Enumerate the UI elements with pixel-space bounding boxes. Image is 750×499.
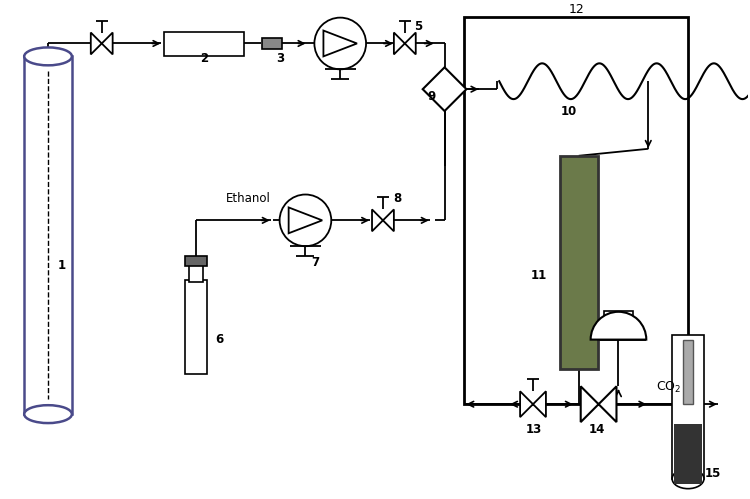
Text: CO$_2$: CO$_2$	[656, 380, 682, 395]
Polygon shape	[372, 210, 383, 231]
Polygon shape	[520, 391, 533, 417]
Text: 3: 3	[277, 52, 285, 65]
Text: 6: 6	[214, 333, 223, 346]
Text: 14: 14	[589, 423, 604, 436]
Bar	[560, 156, 598, 369]
Text: Ethanol: Ethanol	[226, 192, 271, 205]
Bar	[24, 56, 72, 414]
Bar	[164, 31, 244, 56]
Text: 12: 12	[568, 3, 584, 16]
Text: 9: 9	[427, 90, 436, 103]
Polygon shape	[383, 210, 394, 231]
Text: 10: 10	[561, 105, 577, 118]
Bar	[185, 256, 207, 266]
Polygon shape	[405, 32, 416, 54]
Text: 1: 1	[58, 258, 66, 271]
Text: 2: 2	[200, 52, 208, 65]
Text: 15: 15	[705, 467, 721, 480]
Text: 13: 13	[526, 423, 542, 436]
Polygon shape	[423, 67, 466, 111]
Ellipse shape	[672, 469, 704, 489]
Bar	[262, 38, 281, 49]
Ellipse shape	[24, 405, 72, 423]
Polygon shape	[323, 30, 357, 56]
Polygon shape	[533, 391, 546, 417]
Bar	[189, 264, 203, 282]
Text: 7: 7	[311, 255, 320, 268]
Polygon shape	[394, 32, 405, 54]
Wedge shape	[591, 312, 646, 340]
Bar	[464, 16, 688, 404]
Text: 5: 5	[413, 20, 422, 33]
Text: 8: 8	[394, 192, 402, 205]
Bar	[672, 335, 704, 479]
Bar	[185, 280, 207, 374]
Text: 11: 11	[531, 268, 547, 281]
Ellipse shape	[24, 47, 72, 65]
Bar	[683, 340, 693, 404]
Circle shape	[314, 17, 366, 69]
Polygon shape	[289, 208, 322, 233]
Circle shape	[280, 195, 332, 246]
Bar	[674, 424, 702, 484]
Polygon shape	[580, 386, 616, 422]
Polygon shape	[102, 32, 112, 54]
Polygon shape	[91, 32, 102, 54]
Bar	[604, 311, 634, 331]
